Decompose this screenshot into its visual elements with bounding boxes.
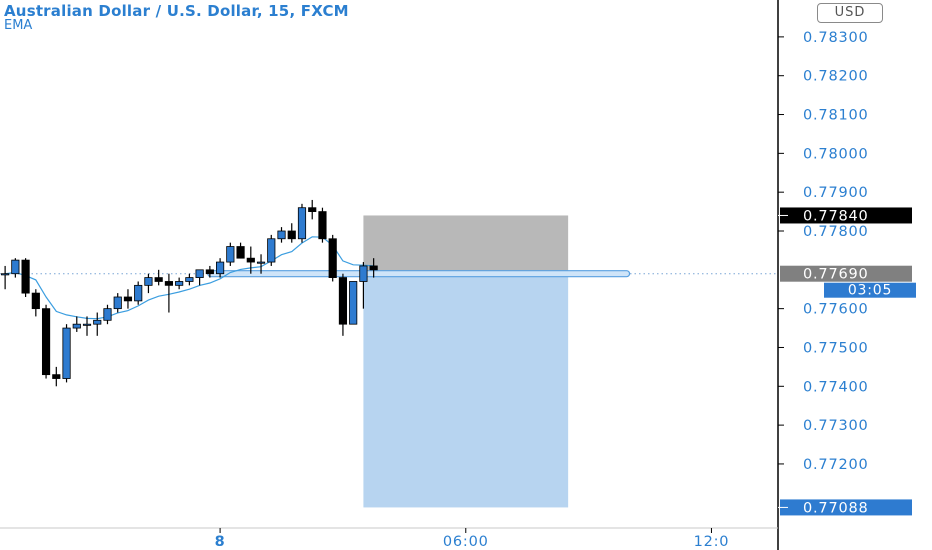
candle — [82, 323, 92, 326]
price-tick-label: 0.77900 — [803, 185, 869, 201]
take-profit-zone[interactable] — [363, 273, 569, 508]
candle — [11, 259, 20, 275]
current-price-badge — [780, 265, 912, 282]
price-tick-label: 0.78300 — [803, 30, 869, 46]
stop-price-badge — [780, 207, 912, 224]
chart-title: Australian Dollar / U.S. Dollar, 15, FXC… — [4, 2, 349, 20]
candle — [277, 230, 286, 240]
currency-button[interactable]: USD — [817, 3, 883, 23]
current-price-text: 0.77690 — [803, 267, 869, 283]
ema-line — [5, 236, 374, 320]
candle — [297, 207, 307, 240]
candle — [52, 374, 61, 379]
candle — [72, 323, 81, 329]
candle — [41, 308, 51, 376]
candle — [216, 261, 225, 275]
target-price-badge — [780, 499, 912, 516]
price-tick-label: 0.77200 — [803, 457, 869, 473]
price-tick-label: 0.77400 — [803, 379, 869, 395]
countdown-badge — [824, 282, 916, 298]
candle — [103, 308, 112, 321]
price-tick-label: 0.77600 — [803, 302, 869, 318]
candle — [185, 277, 194, 282]
candle — [287, 230, 296, 240]
candle — [144, 277, 153, 286]
price-tick-label: 0.78200 — [803, 69, 869, 85]
candle — [113, 296, 122, 310]
target-price-badge-text: 0.77088 — [803, 500, 869, 516]
candle — [369, 265, 378, 271]
price-tick-label: 0.77300 — [803, 418, 869, 434]
candle — [318, 211, 327, 240]
ema-indicator-label[interactable]: EMA — [4, 18, 33, 33]
candle — [256, 261, 266, 264]
candle — [205, 269, 214, 275]
candle — [236, 246, 245, 259]
candle — [62, 327, 71, 379]
time-tick-label: 06:00 — [443, 534, 489, 550]
candle — [1, 273, 10, 276]
candle — [154, 277, 163, 282]
price-tick-label: 0.77800 — [803, 224, 869, 240]
candle — [349, 281, 358, 325]
time-tick-label: 12:0 — [694, 534, 730, 550]
candle — [246, 257, 255, 263]
candle — [195, 269, 204, 278]
countdown-text: 03:05 — [848, 283, 892, 299]
candle — [164, 281, 173, 286]
candle — [134, 284, 143, 302]
price-tick-label: 0.78000 — [803, 146, 869, 162]
candle — [359, 265, 368, 282]
candle — [308, 207, 317, 212]
horizontal-line-tool[interactable] — [207, 270, 631, 278]
candle — [267, 238, 276, 263]
candle — [93, 319, 102, 325]
stop-loss-zone[interactable] — [363, 215, 569, 274]
candle — [31, 292, 40, 310]
price-tick-label: 0.77500 — [803, 340, 869, 356]
price-tick-label: 0.78100 — [803, 108, 869, 124]
stop-price-badge-text: 0.77840 — [803, 208, 869, 224]
candle — [175, 281, 184, 286]
candle — [338, 277, 348, 325]
candle — [226, 246, 235, 263]
candle — [21, 259, 30, 294]
candle — [123, 296, 133, 302]
time-tick-label: 8 — [215, 534, 226, 550]
candle — [328, 238, 337, 278]
